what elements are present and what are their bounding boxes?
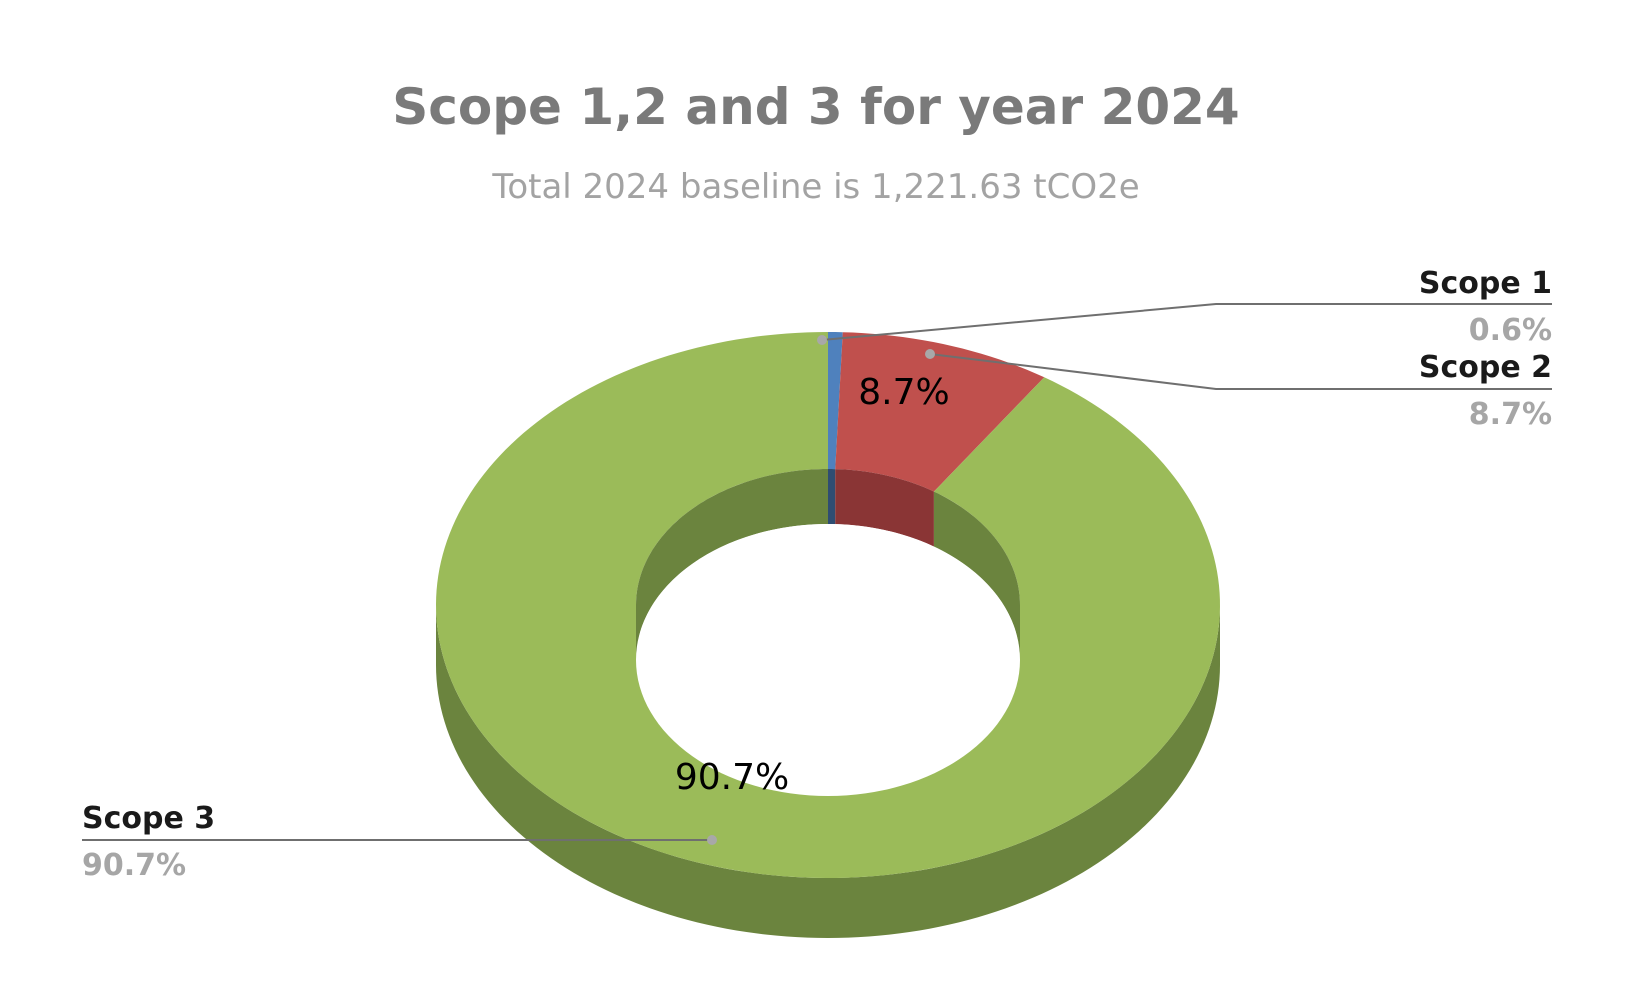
chart-subtitle: Total 2024 baseline is 1,221.63 tCO2e xyxy=(491,167,1139,207)
slice-callouts: Scope 1 0.6%Scope 2 8.7% Scope 3 90.7% xyxy=(82,266,1552,883)
callout-value-scope-2: 8.7% xyxy=(1469,397,1552,432)
leader-dot-scope-2 xyxy=(925,349,935,359)
leader-dot-scope-3 xyxy=(707,835,717,845)
data-label-scope-2: 8.7% xyxy=(858,372,949,413)
slice-inner-wall-scope-3 xyxy=(636,469,828,660)
slice-scope-2[interactable] xyxy=(835,332,1045,492)
callout-name-scope-2: Scope 2 xyxy=(1419,350,1552,385)
chart-title: Scope 1,2 and 3 for year 2024 xyxy=(392,78,1239,136)
slice-scope-3[interactable] xyxy=(436,332,1220,878)
slice-scope-1[interactable] xyxy=(828,332,843,470)
doughnut-ring xyxy=(436,332,1220,938)
data-label-scope-3: 90.7% xyxy=(675,757,789,798)
slice-inner-wall-scope-2 xyxy=(835,469,934,547)
callout-value-scope-3: 90.7% xyxy=(82,848,186,883)
leader-dot-scope-1 xyxy=(817,335,827,345)
slice-outer-wall-scope-3 xyxy=(436,605,1220,938)
slice-inner-wall-scope-3 xyxy=(933,491,1020,660)
leader-line-scope-2 xyxy=(929,353,1552,390)
callout-name-scope-1: Scope 1 xyxy=(1419,266,1552,301)
callout-value-scope-1: 0.6% xyxy=(1469,313,1552,348)
slice-data-labels: 8.7% 90.7% xyxy=(675,372,950,798)
leader-line-scope-1 xyxy=(821,303,1552,341)
slice-inner-wall-scope-1 xyxy=(828,469,836,525)
callout-name-scope-3: Scope 3 xyxy=(82,801,215,836)
doughnut-hole xyxy=(636,524,1020,796)
